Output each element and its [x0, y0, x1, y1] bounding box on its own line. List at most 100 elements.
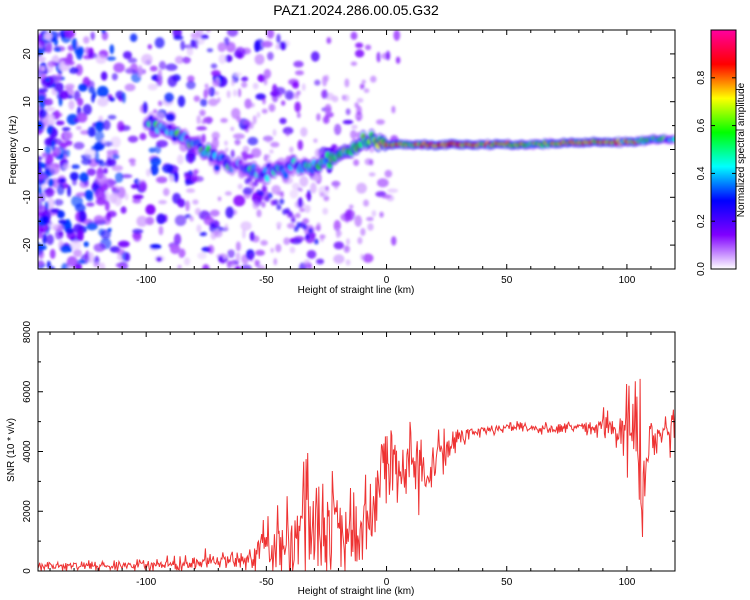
heatmap-speckle	[300, 127, 308, 137]
heatmap-speckle	[41, 215, 49, 225]
heatmap-speckle	[38, 66, 42, 75]
heatmap-speckle	[111, 72, 118, 81]
heatmap-speckle	[342, 119, 354, 125]
heatmap-branch	[308, 227, 314, 234]
heatmap-speckle	[293, 60, 304, 68]
heatmap-speckle	[184, 172, 191, 180]
heatmap-speckle	[132, 228, 144, 234]
heatmap-speckle	[285, 131, 290, 137]
heatmap-speckle	[58, 219, 68, 225]
heatmap-speckle	[145, 216, 155, 226]
heatmap-speckle	[165, 63, 178, 71]
heatmap-speckle	[45, 106, 56, 112]
heatmap-speckle	[51, 139, 56, 152]
heatmap-speckle	[74, 203, 86, 213]
heatmap-speckle	[42, 233, 47, 245]
heatmap-speckle	[333, 241, 344, 250]
heatmap-speckle	[124, 193, 129, 201]
heatmap-speckle	[44, 138, 51, 146]
heatmap-speckle	[127, 57, 138, 64]
heatmap-speckle	[395, 56, 401, 64]
heatmap-speckle	[106, 56, 117, 61]
heatmap-speckle	[343, 245, 350, 253]
colorbar-bar	[710, 29, 737, 270]
heatmap-speckle	[177, 198, 186, 208]
snr-x-tick-label: 100	[619, 577, 636, 588]
heatmap-speckle	[211, 70, 221, 77]
heatmap-speckle	[75, 125, 82, 130]
heatmap-speckle	[64, 60, 75, 66]
heatmap-speckle	[270, 141, 280, 148]
heatmap-speckle	[63, 163, 71, 170]
heatmap-speckle	[192, 199, 199, 205]
heatmap-speckle	[150, 164, 159, 176]
heatmap-speckle	[65, 149, 71, 158]
heatmap-speckle	[116, 248, 125, 255]
heatmap-speckle	[324, 103, 332, 115]
heatmap-speckle	[272, 129, 277, 137]
heatmap-speckle	[162, 187, 170, 197]
heatmap-speckle	[185, 200, 190, 212]
heatmap-speckle	[316, 113, 321, 122]
heatmap-speckle	[93, 262, 100, 268]
heatmap-speckle	[78, 210, 87, 223]
heatmap-speckle	[71, 164, 80, 169]
heatmap-speckle	[199, 109, 206, 117]
heatmap-speckle	[333, 183, 339, 190]
heatmap-speckle	[218, 255, 224, 262]
heatmap-speckle	[273, 258, 278, 266]
heatmap-speckle	[314, 79, 321, 86]
heatmap-speckle	[361, 79, 366, 84]
snr-x-axis-label: Height of straight line (km)	[298, 586, 415, 597]
heatmap-speckle	[103, 214, 112, 226]
heatmap-speckle	[106, 149, 116, 155]
heatmap-speckle	[139, 180, 147, 192]
heatmap-speckle	[150, 157, 162, 167]
heatmap-speckle	[284, 90, 294, 101]
heatmap-speckle	[254, 40, 261, 53]
heatmap-speckle	[279, 117, 287, 125]
heatmap-speckle	[225, 206, 235, 219]
heatmap-speckle	[38, 166, 43, 175]
heatmap-speckle	[305, 192, 312, 199]
heatmap-speckle	[366, 216, 374, 222]
heatmap-speckle	[256, 111, 261, 118]
heatmap-speckle	[210, 231, 217, 240]
heatmap-speckle	[156, 213, 166, 225]
heatmap-speckle	[357, 116, 361, 122]
heatmap-speckle	[207, 244, 215, 255]
heatmap-speckle	[297, 197, 303, 208]
heatmap-speckle	[44, 187, 55, 198]
heatmap-speckle	[53, 110, 60, 119]
heatmap-speckle	[183, 257, 191, 266]
heatmap-branch	[253, 180, 259, 187]
heatmap-speckle	[174, 55, 185, 64]
heatmap-speckle	[104, 141, 113, 147]
heatmap-speckle	[111, 165, 124, 172]
heatmap-speckle	[292, 81, 300, 89]
heatmap-ridge	[671, 137, 675, 142]
snr-y-axis-label: SNR (10 * v/v)	[6, 418, 17, 482]
heatmap-speckle	[154, 37, 165, 49]
heatmap-speckle	[306, 249, 317, 259]
spectrogram-x-tick-label: 100	[619, 275, 636, 286]
heatmap-speckle	[38, 260, 45, 267]
heatmap-speckle	[122, 51, 132, 60]
heatmap-speckle	[55, 228, 64, 240]
heatmap-speckle	[204, 83, 209, 89]
heatmap-speckle	[231, 107, 241, 120]
spectrogram-y-tick-label: 20	[22, 48, 33, 60]
heatmap-speckle	[132, 194, 144, 200]
heatmap-speckle	[47, 197, 55, 209]
heatmap-speckle	[148, 147, 156, 153]
heatmap-speckle	[252, 115, 257, 125]
heatmap-speckle	[186, 45, 194, 56]
heatmap-speckle	[38, 108, 48, 119]
heatmap-speckle	[212, 79, 219, 87]
heatmap-branch	[276, 204, 282, 211]
heatmap-speckle	[379, 211, 384, 218]
figure-title: PAZ1.2024.286.00.05.G32	[273, 2, 439, 18]
heatmap-speckle	[381, 194, 392, 199]
heatmap-speckle	[157, 69, 162, 81]
heatmap-speckle	[65, 140, 73, 146]
